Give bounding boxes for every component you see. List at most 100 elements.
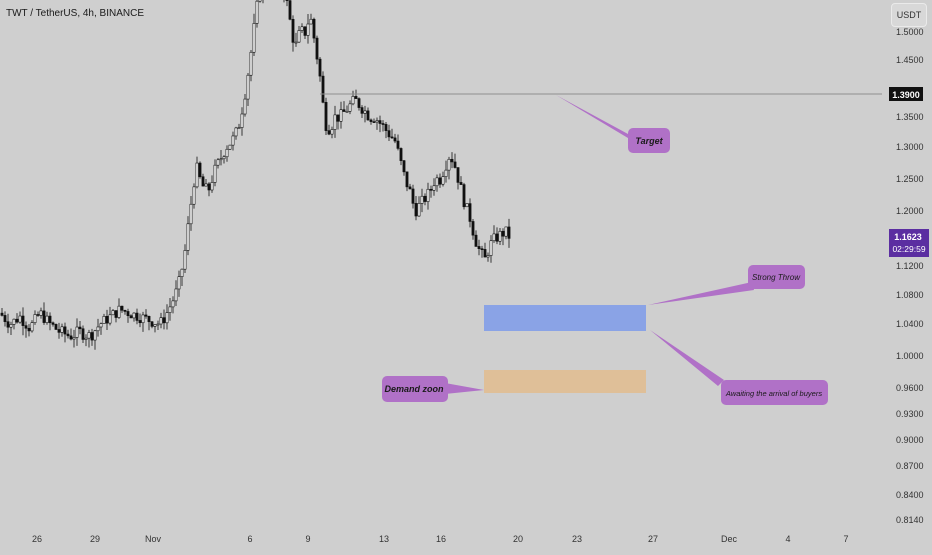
candle-body: [375, 120, 379, 123]
candle-body: [69, 335, 73, 340]
candle-body: [213, 164, 217, 183]
candle-body: [354, 96, 358, 99]
candle-body: [150, 321, 154, 327]
strong-throw-label: Strong Throw: [752, 273, 801, 282]
candle-body: [201, 176, 205, 187]
x-axis-ticks: 26 29 Nov 6 9 13 16 20 23 27 Dec 4 7: [32, 534, 849, 544]
candle-body: [159, 317, 163, 325]
y-tick-label: 1.0400: [896, 319, 924, 329]
candle-body: [384, 124, 388, 131]
candle-body: [405, 171, 409, 188]
candle-body: [120, 305, 124, 311]
candle-body: [435, 177, 439, 187]
candle-body: [447, 158, 451, 171]
candle-body: [225, 148, 229, 158]
candle-body: [387, 130, 391, 138]
candle-body: [330, 129, 334, 135]
awaiting-buyers-pointer: [650, 330, 724, 386]
awaiting-buyers-callout: [721, 380, 828, 405]
candle-body: [183, 250, 187, 270]
candle-body: [396, 140, 400, 149]
candle-body: [480, 248, 484, 250]
y-tick-label: 1.2500: [896, 174, 924, 184]
candle-body: [3, 315, 7, 322]
candle-body: [459, 182, 463, 185]
awaiting-buyers-label: Awaiting the arrival of buyers: [725, 389, 822, 398]
x-tick-label: 4: [785, 534, 790, 544]
candle-body: [411, 188, 415, 204]
y-tick-label: 1.5000: [896, 27, 924, 37]
target-price-tag: [889, 87, 923, 101]
candle-body: [114, 310, 118, 318]
candle-body: [156, 323, 160, 326]
candle-body: [378, 120, 382, 124]
candle-body: [243, 98, 247, 115]
candle-body: [420, 195, 424, 204]
candle-body: [501, 230, 505, 237]
candle-body: [456, 167, 460, 183]
y-tick-label: 0.8700: [896, 461, 924, 471]
currency-button[interactable]: USDT: [891, 3, 927, 27]
candle-body: [255, 0, 259, 24]
candle-body: [147, 315, 151, 323]
candle-body: [402, 160, 406, 173]
candle-body: [111, 310, 115, 316]
candle-body: [300, 26, 304, 31]
y-tick-label: 0.9000: [896, 435, 924, 445]
candle-body: [132, 312, 136, 319]
candle-body: [153, 324, 157, 327]
candle-body: [393, 137, 397, 142]
candle-body: [198, 162, 202, 178]
y-tick-label: 1.4500: [896, 55, 924, 65]
candle-body: [249, 51, 253, 76]
candle-body: [39, 310, 43, 316]
y-tick-label: 1.3000: [896, 142, 924, 152]
candle-body: [309, 18, 313, 25]
candle-body: [12, 318, 16, 325]
candle-body: [45, 315, 49, 323]
candle-body: [339, 109, 343, 122]
strong-throw-callout: [748, 265, 805, 289]
candle-body: [204, 183, 208, 187]
y-tick-label: 1.3500: [896, 112, 924, 122]
candle-body: [0, 312, 4, 316]
candle-body: [96, 326, 100, 332]
candle-body: [357, 98, 361, 108]
y-axis-ticks: 1.5000 1.4500 1.3500 1.3000 1.2500 1.2000 1.12…: [896, 27, 924, 525]
candle-body: [462, 184, 466, 208]
demand-zoon-label: Demand zoon: [384, 384, 444, 394]
candle-body: [423, 195, 427, 202]
candle-body: [216, 159, 220, 166]
candle-body: [51, 322, 55, 325]
candle-body: [117, 305, 121, 318]
candle-body: [171, 300, 175, 308]
candle-body: [465, 203, 469, 208]
candle-body: [333, 114, 337, 130]
x-tick-label: 26: [32, 534, 42, 544]
candle-body: [21, 315, 25, 326]
candle-body: [129, 315, 133, 319]
candle-body: [477, 246, 481, 249]
candle-body: [180, 268, 184, 277]
candle-body: [507, 226, 511, 239]
candle-body: [126, 311, 130, 317]
candle-body: [342, 109, 346, 112]
candle-body: [75, 326, 79, 338]
candle-body: [408, 186, 412, 190]
candle-body: [450, 158, 454, 163]
y-tick-label: 0.9600: [896, 383, 924, 393]
strong-throw-zone: [484, 305, 646, 331]
candle-body: [381, 123, 385, 125]
candle-body: [60, 326, 64, 333]
candle-body: [237, 127, 241, 129]
candle-body: [468, 203, 472, 222]
candle-body: [9, 324, 13, 328]
candle-body: [483, 249, 487, 258]
candle-body: [90, 332, 94, 341]
candle-body: [144, 314, 148, 317]
candle-body: [123, 309, 127, 312]
candle-body: [429, 188, 433, 191]
candle-body: [18, 315, 22, 323]
